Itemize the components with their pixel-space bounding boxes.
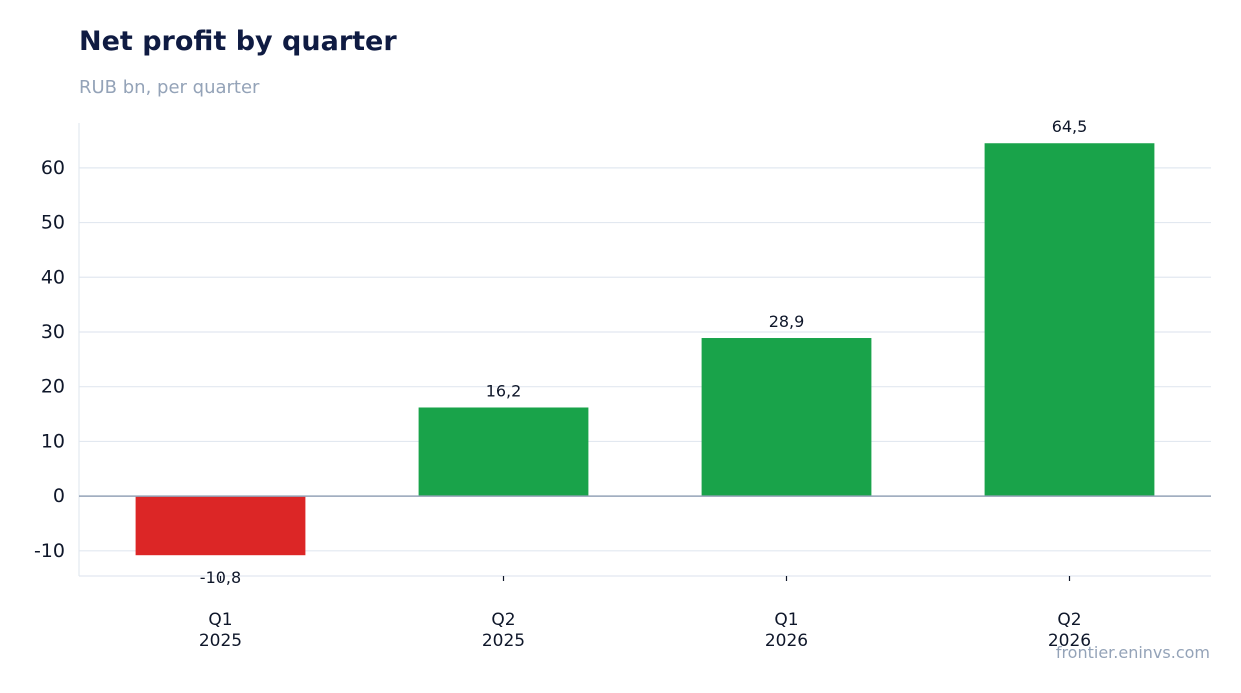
x-tick-label-year: 2025 <box>199 631 242 651</box>
y-tick-label: 60 <box>41 157 65 179</box>
y-tick-label: 0 <box>53 485 65 507</box>
data-label: 28,9 <box>769 312 805 331</box>
x-tick-label-quarter: Q2 <box>491 610 515 630</box>
x-tick-label-quarter: Q1 <box>208 610 232 630</box>
x-tick-label-year: 2026 <box>1048 631 1091 651</box>
data-label: 16,2 <box>486 381 522 400</box>
bar <box>984 143 1155 497</box>
y-tick-label: 10 <box>41 430 65 452</box>
y-tick-label: -10 <box>34 540 65 562</box>
source-link[interactable]: frontier.eninvs.com <box>1055 643 1210 662</box>
y-tick-label: 30 <box>41 321 65 343</box>
bar <box>135 496 306 556</box>
y-tick-label: 20 <box>41 376 65 398</box>
y-tick-label: 50 <box>41 212 65 234</box>
bar <box>418 407 589 497</box>
chart-title: Net profit by quarter <box>79 26 397 57</box>
x-tick-label-year: 2025 <box>482 631 525 651</box>
y-tick-label: 40 <box>41 266 65 288</box>
x-tick-label-quarter: Q2 <box>1057 610 1081 630</box>
bar <box>701 338 872 497</box>
x-tick-label-year: 2026 <box>765 631 808 651</box>
x-tick-label-quarter: Q1 <box>774 610 798 630</box>
data-label: 64,5 <box>1052 117 1088 136</box>
chart-subtitle: RUB bn, per quarter <box>79 77 260 98</box>
